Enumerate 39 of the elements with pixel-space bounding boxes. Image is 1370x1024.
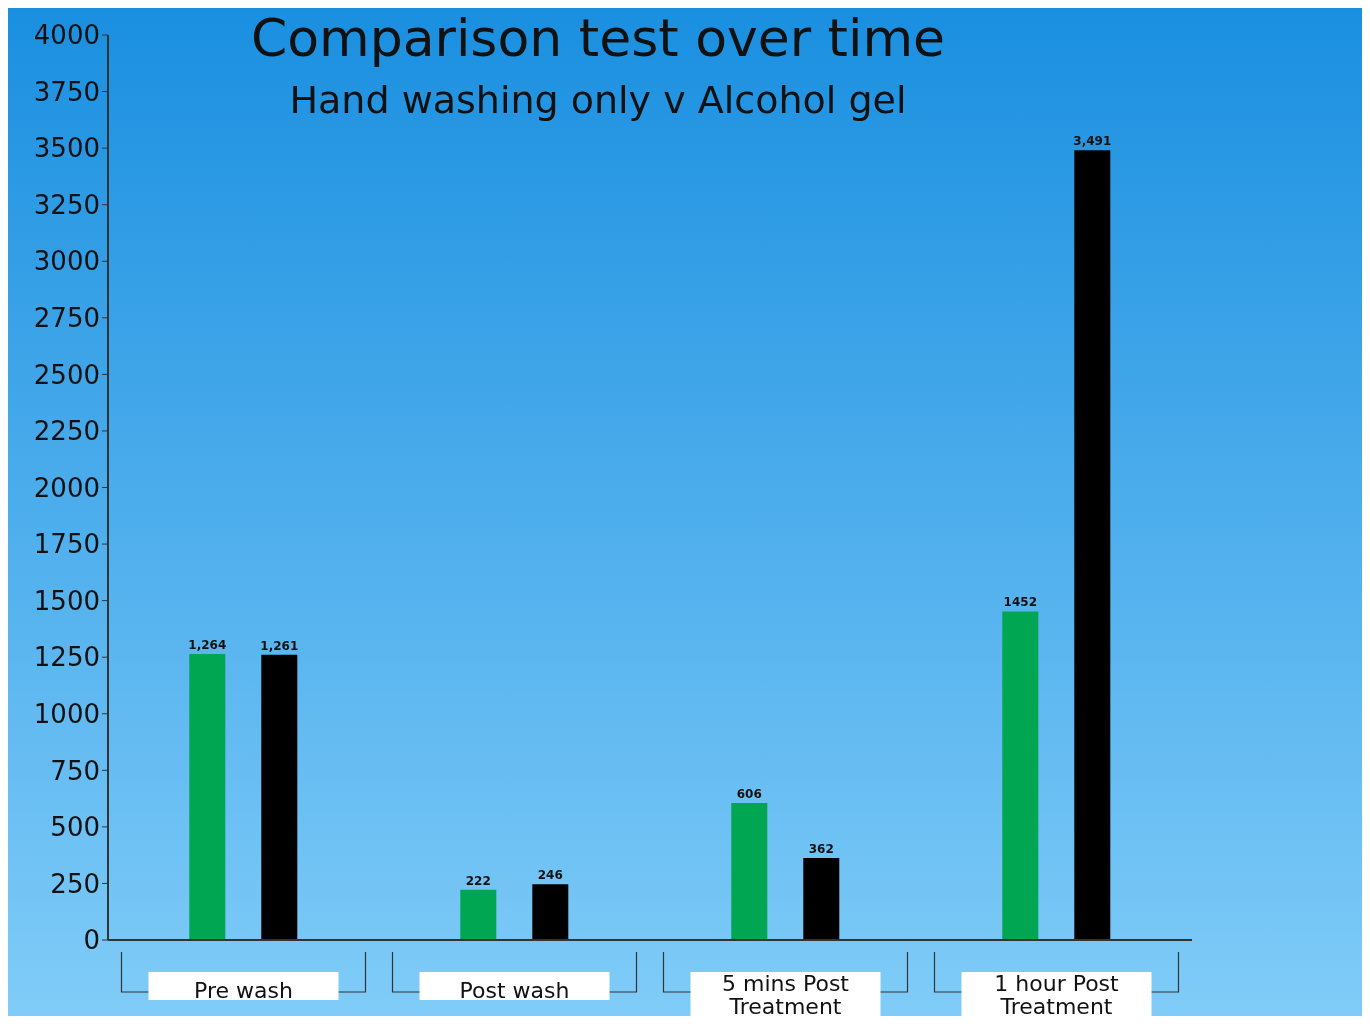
y-tick-label: 1250 [33,642,100,673]
y-tick-label: 3500 [33,133,100,164]
x-tick-label: 1 hour Post Treatment [994,971,1120,1019]
y-tick-label: 1750 [33,529,100,560]
y-tick-label: 1000 [33,698,100,729]
y-tick-label: 2750 [33,303,100,334]
bar [1002,611,1039,940]
bar [803,858,840,940]
y-tick-label: 1500 [33,585,100,616]
data-label: 362 [808,842,834,857]
data-label: 1452 [1003,595,1037,610]
text: Hand washing only v Alcohol gel [288,78,908,122]
chart-title: Comparison test over time [249,8,947,68]
bar [460,889,497,940]
y-tick-label: 2500 [33,359,100,390]
bar [261,654,298,940]
y-tick-label: 0 [83,925,100,956]
y-tick-label: 3250 [33,189,100,220]
data-label: 222 [465,873,491,888]
bar [731,802,768,940]
y-tick-label: 2000 [33,472,100,503]
bar [189,654,226,940]
data-label: 606 [736,786,762,801]
y-tick-label: 2250 [33,416,100,447]
y-tick-label: 250 [50,868,100,899]
y-tick-label: 4000 [33,20,100,51]
data-label: 246 [537,868,563,883]
data-label: 3,491 [1073,134,1112,149]
x-tick-label: 5 mins Post Treatment [722,971,850,1019]
x-tick-label: Post wash [459,978,570,1003]
y-tick-label: 750 [50,755,100,786]
bar [1074,150,1111,940]
x-tick-label: Pre wash [194,978,293,1003]
bar [532,884,569,940]
y-tick-label: 3750 [33,76,100,107]
y-tick-label: 500 [50,812,100,843]
data-label: 1,264 [188,638,227,653]
y-tick-label: 3000 [33,246,100,277]
data-label: 1,261 [260,638,299,653]
